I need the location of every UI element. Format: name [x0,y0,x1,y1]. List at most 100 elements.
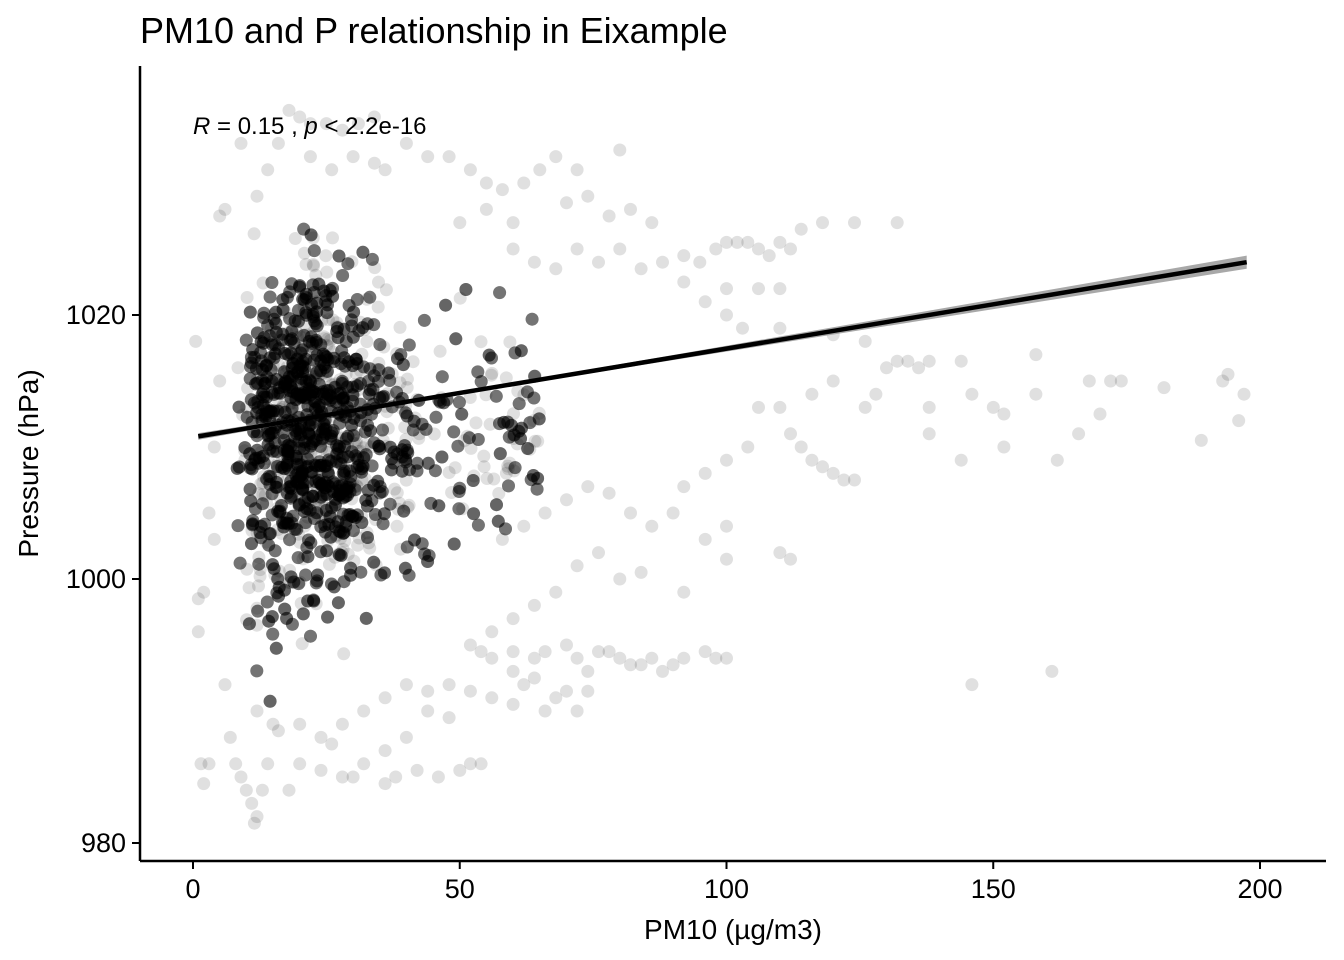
data-point [293,535,307,549]
data-point [346,474,360,488]
data-point [301,491,315,505]
data-point [296,607,310,621]
data-point [335,344,349,358]
data-point [330,320,344,334]
data-point [245,462,259,476]
data-point [321,313,335,327]
data-point [427,427,441,441]
data-point [336,387,350,401]
data-point [284,346,298,360]
data-point [299,257,313,271]
data-point [295,343,309,357]
data-point [511,384,525,398]
data-point [280,511,294,525]
data-point [330,325,344,338]
data-point [271,572,285,586]
data-point [289,449,303,463]
data-point [321,298,334,312]
data-point [348,480,362,494]
data-point [320,387,334,401]
data-point [306,370,320,384]
data-point [507,407,520,421]
data-point [499,371,513,385]
data-point [283,512,297,526]
data-point [271,501,285,515]
data-point [485,366,499,380]
data-point [304,228,318,242]
data-point [276,516,289,530]
data-point [333,437,347,451]
data-point [474,375,488,389]
data-point [308,432,322,446]
data-point [275,527,289,540]
data-point [373,338,387,351]
data-point [260,595,274,609]
data-point [301,497,315,511]
data-point [344,561,358,575]
data-point [243,372,257,386]
data-point [320,338,334,352]
data-point [307,434,321,448]
data-point [284,482,298,495]
data-point [283,576,297,589]
data-point [355,347,369,361]
data-point [325,426,339,440]
data-point [312,417,326,431]
data-point [455,407,469,421]
data-point [419,422,433,436]
data-point [312,473,326,487]
data-point [323,283,337,297]
data-point [275,460,289,474]
data-point [347,305,361,319]
data-point [332,440,346,454]
data-point [321,610,335,624]
data-point [318,525,332,539]
data-point [272,358,285,372]
data-point [295,426,309,440]
data-point [313,387,326,401]
data-point [418,547,432,561]
data-point [345,319,359,333]
data-point [278,483,292,497]
data-point [296,388,310,402]
data-point [319,289,333,302]
data-point [298,495,312,509]
data-point [268,338,282,352]
data-point [284,333,298,347]
data-point [354,565,368,579]
data-point [334,457,348,471]
data-point [448,461,462,475]
data-point [361,374,375,388]
data-point [507,432,520,445]
data-point [300,502,314,516]
data-point [406,355,420,369]
data-point [279,305,293,319]
data-point [282,480,296,494]
data-point [359,438,373,452]
data-point [251,394,265,408]
data-point [332,249,346,263]
data-point [264,336,278,350]
data-point [315,494,328,508]
data-point [329,495,343,509]
data-point [320,306,334,320]
data-point [282,438,296,452]
data-point [281,375,295,389]
data-point [501,415,515,429]
data-point [502,479,515,493]
data-point [301,426,315,440]
data-point [277,449,291,463]
data-point [361,531,374,544]
data-point [335,374,349,388]
data-point [265,508,279,522]
data-point [471,365,485,379]
data-point [251,401,265,414]
data-point [266,627,280,641]
data-point [437,396,451,410]
data-point [254,346,268,360]
data-point [308,458,322,472]
data-point [297,328,311,342]
data-point [240,400,254,414]
data-point [336,507,350,521]
data-point [262,428,276,442]
